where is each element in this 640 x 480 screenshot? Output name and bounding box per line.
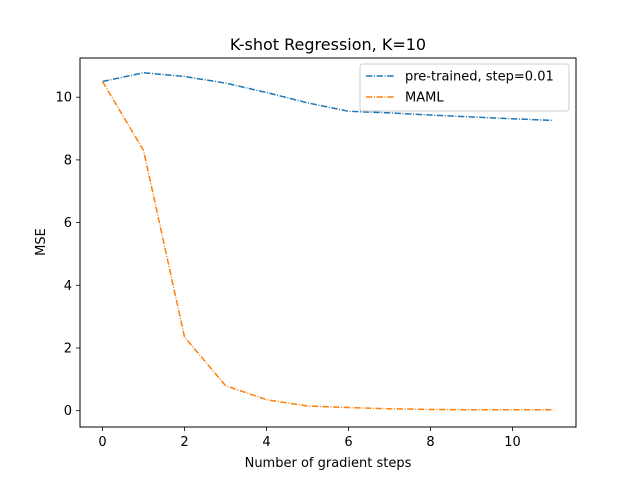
y-tick-label: 2	[64, 341, 72, 356]
x-axis-ticks: 0 2 4 6 8 10	[98, 427, 521, 450]
y-axis-ticks: 0 2 4 6 8 10	[55, 91, 80, 419]
y-axis-label: MSE	[34, 228, 49, 256]
x-tick-label: 4	[262, 435, 270, 450]
series-line-0	[102, 71, 554, 122]
legend-label-maml: MAML	[405, 91, 444, 106]
y-tick-label: 0	[64, 404, 72, 419]
x-tick-label: 6	[344, 435, 352, 450]
plot-layer	[101, 71, 554, 411]
y-tick-label: 10	[55, 91, 72, 106]
legend-box	[359, 63, 570, 112]
plot-frame	[79, 57, 577, 428]
x-tick-label: 2	[180, 435, 188, 450]
x-tick-label: 8	[426, 435, 434, 450]
x-tick-label: 10	[504, 435, 521, 450]
y-tick-label: 8	[64, 153, 72, 168]
x-axis-label: Number of gradient steps	[245, 456, 412, 471]
y-tick-label: 6	[64, 216, 72, 231]
y-tick-label: 4	[64, 279, 72, 294]
legend: pre-trained, step=0.01 MAML	[359, 63, 570, 112]
legend-label-pretrained: pre-trained, step=0.01	[405, 70, 554, 85]
x-tick-label: 0	[98, 435, 106, 450]
series-line-1	[101, 81, 554, 411]
chart-title: K-shot Regression, K=10	[230, 35, 426, 54]
